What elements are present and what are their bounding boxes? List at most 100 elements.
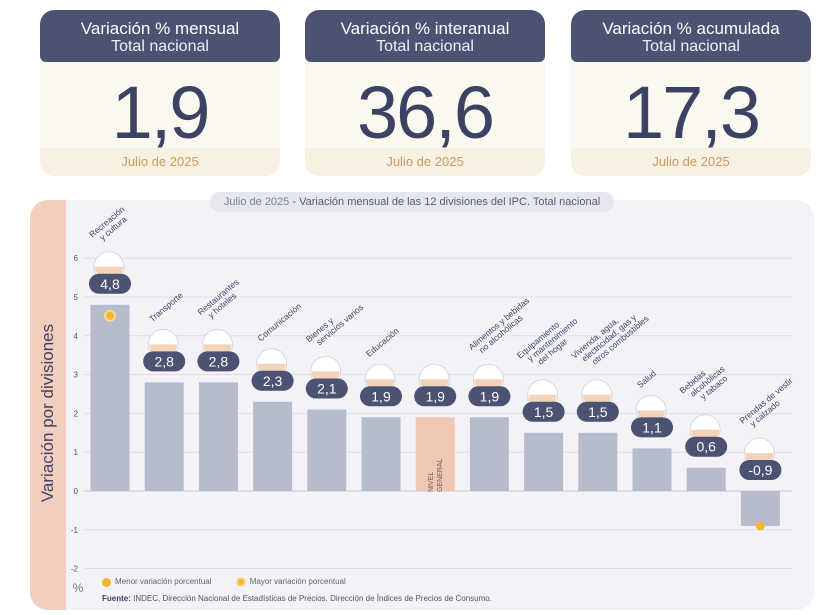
source-text: INDEC, Dirección Nacional de Estadística…: [133, 594, 492, 603]
max-marker-swatch: [235, 577, 246, 587]
general-bar-label-line: NIVEL: [428, 472, 435, 492]
value-label: 1,9: [480, 388, 500, 404]
value-label: 2,8: [209, 353, 229, 369]
bar: [469, 417, 509, 491]
card-date: Julio de 2025: [305, 148, 545, 176]
y-tick-label: 3: [74, 371, 79, 380]
card-value: 36,6: [356, 71, 495, 154]
value-label: 1,9: [371, 388, 391, 404]
bar: [632, 448, 672, 491]
general-bar-label: NIVEL GENERAL: [428, 458, 444, 492]
y-tick-label: 2: [74, 409, 79, 418]
card-header: Variación % acumulada Total nacional: [571, 10, 811, 62]
y-axis-band: [30, 200, 66, 610]
card-subtitle: Total nacional: [111, 38, 209, 55]
value-badge: [251, 370, 294, 391]
chart-title-text: Variación mensual de las 12 divisiones d…: [299, 196, 601, 208]
bar: [686, 467, 726, 491]
chart-title: Julio de 2025 - Variación mensual de las…: [210, 192, 614, 212]
chart-legend: Menor variación porcentual Mayor variaci…: [102, 577, 368, 587]
chart-title-separator: -: [292, 196, 300, 208]
value-badge: [576, 401, 619, 422]
category-label: Restaurantesy hoteles: [195, 277, 246, 324]
bar: [144, 382, 184, 491]
value-badge: [685, 436, 728, 457]
value-label: 4,8: [100, 276, 120, 292]
card-subtitle: Total nacional: [376, 38, 474, 55]
chart-title-date: Julio de 2025: [223, 196, 290, 208]
general-bar-label-line: GENERAL: [437, 458, 444, 492]
card-header: Variación % interanual Total nacional: [305, 10, 545, 62]
card-date: Julio de 2025: [40, 148, 280, 176]
card-title: Variación % interanual: [340, 19, 510, 38]
y-tick-label: 1: [74, 448, 79, 457]
category-label: Transporte: [147, 290, 185, 324]
source-note: Fuente: INDEC, Dirección Nacional de Est…: [102, 594, 492, 603]
min-variation-marker: [755, 521, 765, 531]
value-label: 1,5: [588, 404, 608, 420]
max-variation-marker: [104, 309, 116, 322]
y-tick-label: -1: [71, 526, 79, 535]
category-label: Comunicación: [255, 301, 303, 343]
value-badge: [522, 401, 565, 422]
y-unit-label: %: [73, 581, 84, 595]
category-label: Bienes yservicios varios: [304, 295, 365, 351]
accumulated-variation-card: Variación % acumulada Total nacional 17,…: [571, 10, 811, 176]
year-on-year-variation-card: Variación % interanual Total nacional 36…: [305, 10, 545, 176]
card-value: 17,3: [622, 71, 761, 154]
category-label: Educación: [364, 325, 401, 358]
value-label: 2,1: [317, 381, 337, 397]
bar: [198, 382, 238, 491]
source-label: Fuente:: [102, 594, 131, 603]
card-date: Julio de 2025: [571, 148, 811, 176]
card-value: 1,9: [111, 71, 211, 154]
bar: [740, 491, 780, 526]
value-badge: [143, 351, 186, 372]
category-label-line: Comunicación: [255, 301, 303, 343]
legend-max-label: Mayor variación porcentual: [249, 577, 346, 587]
monthly-variation-card: Variación % mensual Total nacional 1,9 J…: [40, 10, 280, 176]
category-label: Bebidasalcohólicasy tabaco: [677, 357, 732, 409]
bar: [524, 432, 564, 491]
value-badge: [631, 417, 673, 438]
category-label: Prendas de vestiry calzado: [737, 375, 800, 432]
value-badge: [89, 273, 131, 294]
category-label-line: Alimentos y bebidas: [466, 295, 531, 352]
bar: [90, 304, 130, 491]
min-marker-swatch: [102, 577, 111, 587]
y-tick-label: 0: [74, 487, 79, 496]
legend-min-item: Menor variación porcentual: [102, 577, 212, 587]
category-label-line: Salud: [635, 368, 658, 390]
legend-max-item: Mayor variación porcentual: [235, 577, 346, 587]
card-title: Variación % mensual: [80, 19, 240, 38]
category-label: Equipamientoy mantenimientodel hogar: [515, 309, 586, 375]
general-level-bar: [415, 417, 455, 491]
bar: [307, 409, 347, 491]
y-tick-label: -2: [71, 565, 79, 574]
category-label-line: Educación: [364, 325, 401, 358]
category-label: Salud: [635, 368, 658, 390]
y-tick-label: 4: [74, 332, 79, 341]
value-badge: [739, 460, 782, 480]
value-label: 1,1: [642, 419, 662, 435]
value-badge: [468, 386, 511, 407]
category-label: Vivienda, agua,electricidad, gas yotros …: [569, 300, 650, 375]
value-label: 2,3: [263, 373, 283, 389]
card-title: Variación % acumulada: [602, 19, 780, 38]
category-label-line: Transporte: [147, 290, 185, 324]
category-label: Recreacióny cultura: [87, 204, 132, 246]
value-badge: [414, 386, 457, 407]
value-badge: [305, 378, 348, 399]
bar: [253, 401, 293, 491]
value-label: 0,6: [696, 439, 716, 455]
value-badge: [197, 351, 240, 372]
y-tick-label: 5: [74, 293, 79, 302]
value-label: -0,9: [748, 462, 772, 478]
bar: [578, 432, 618, 491]
bar: [361, 417, 401, 491]
value-label: 1,9: [425, 388, 445, 404]
legend-min-label: Menor variación porcentual: [115, 577, 212, 587]
card-subtitle: Total nacional: [642, 38, 740, 55]
card-header: Variación % mensual Total nacional: [40, 10, 280, 62]
